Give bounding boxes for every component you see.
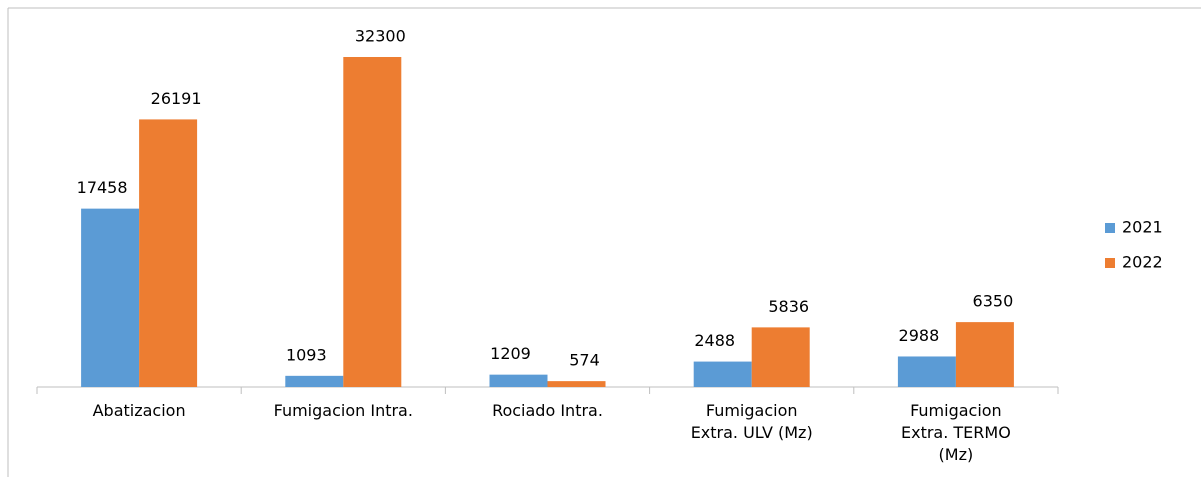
bar [751, 327, 810, 387]
data-label: 6350 [973, 292, 1014, 311]
legend-swatch [1105, 258, 1115, 268]
bar [81, 208, 140, 387]
x-tick-label: Fumigacion Extra. ULV (Mz) [690, 401, 813, 442]
bar [343, 57, 402, 387]
bar [489, 374, 548, 387]
bar [955, 322, 1014, 387]
data-label: 5836 [768, 297, 809, 316]
bar [897, 356, 956, 387]
legend-label: 2021 [1122, 218, 1163, 237]
data-label: 17458 [77, 178, 128, 197]
data-label: 26191 [151, 89, 202, 108]
legend-label: 2022 [1122, 253, 1163, 272]
bar [285, 375, 344, 387]
x-tick-label: Fumigacion Extra. TERMO (Mz) [900, 401, 1011, 464]
data-label: 32300 [355, 27, 406, 46]
bar [547, 381, 606, 387]
data-label: 1093 [286, 345, 327, 364]
data-label: 2488 [694, 331, 735, 350]
x-tick-label: Fumigacion Intra. [273, 401, 413, 420]
x-tick-label: Abatizacion [92, 401, 186, 420]
bar [693, 361, 752, 387]
data-label: 2988 [899, 326, 940, 345]
bar [139, 119, 198, 387]
x-tick-label: Rociado Intra. [492, 401, 603, 420]
data-label: 574 [569, 351, 600, 370]
legend-swatch [1105, 223, 1115, 233]
data-label: 1209 [490, 344, 531, 363]
